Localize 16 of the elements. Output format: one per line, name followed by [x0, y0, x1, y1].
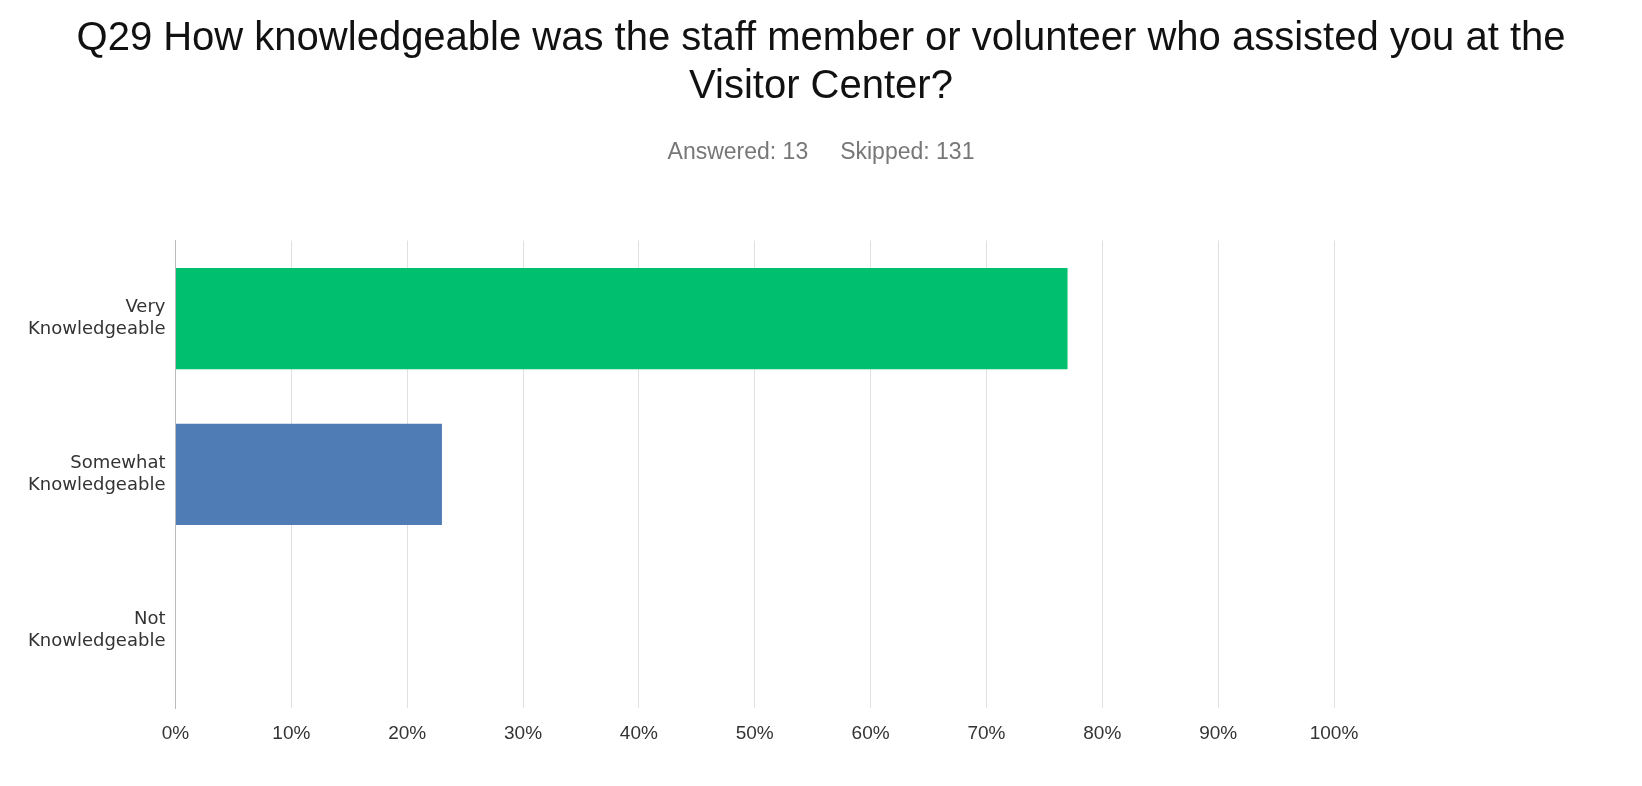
- x-tick-label: 100%: [1309, 721, 1359, 743]
- x-tick-label: 20%: [388, 721, 427, 743]
- x-tick-label: 60%: [851, 721, 890, 743]
- x-tick-label: 10%: [272, 721, 311, 743]
- x-tick-label: 70%: [967, 721, 1006, 743]
- y-tick-label: Somewhat Knowledgeable: [27, 451, 166, 494]
- chart-subtitle: Answered: 13 Skipped: 131: [666, 138, 976, 165]
- chart-title: Q29 How knowledgeable was the staff member or volunteer who assisted you at the Visitor Center?: [75, 13, 1567, 108]
- y-tick-label: Not Knowledgeable: [27, 607, 166, 650]
- x-tick-label: 90%: [1199, 721, 1238, 743]
- x-tick-label: 40%: [619, 721, 659, 743]
- x-tick-label: 0%: [161, 721, 190, 743]
- x-tick-label: 50%: [735, 721, 774, 743]
- x-tick-label: 30%: [504, 721, 543, 743]
- y-tick-label: Very Knowledgeable: [27, 295, 166, 339]
- x-tick-label: 80%: [1083, 721, 1122, 743]
